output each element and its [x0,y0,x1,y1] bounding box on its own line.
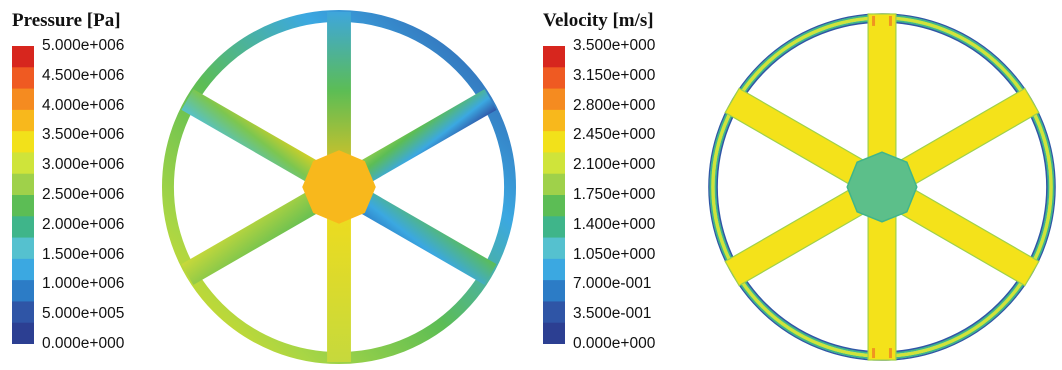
pressure-spoke-upper-left [181,89,345,198]
velocity-color-band [543,322,565,344]
pressure-spoke-top [327,11,351,187]
pressure-spoke-lower-right [333,176,497,285]
pressure-color-band [12,152,34,175]
velocity-color-band [543,109,565,132]
pressure-color-band [12,109,34,132]
pressure-spoke-bottom [327,187,351,363]
pressure-legend-tick-label: 3.500e+006 [42,126,125,144]
velocity-legend-tick-label: 7.000e-001 [573,275,652,293]
velocity-color-band [543,152,565,175]
pressure-spoke-lower-left [181,176,345,285]
pressure-color-band [12,301,34,324]
velocity-color-band [543,301,565,324]
pressure-legend-title: Pressure [Pa] [12,10,121,31]
velocity-color-band [543,216,565,239]
velocity-hub [846,151,918,223]
velocity-color-bar [543,46,565,344]
pressure-panel: Pressure [Pa] 5.000e+006 4.500e+006 4.000e… [12,9,517,365]
pressure-legend-tick-label: 1.000e+006 [42,275,125,293]
pressure-legend-tick-label: 5.000e+006 [42,37,125,54]
velocity-legend-tick-label: 2.450e+000 [573,126,656,144]
velocity-color-band [543,195,565,217]
pressure-color-band [12,46,34,68]
velocity-color-band [543,237,565,260]
velocity-color-band [543,258,565,281]
velocity-legend-title: Velocity [m/s] [543,10,654,31]
pressure-legend-tick-label: 0.000e+000 [42,335,125,352]
velocity-legend-tick-label: 3.500e+000 [573,37,656,54]
pressure-color-band [12,195,34,217]
velocity-legend-labels: 3.500e+000 3.150e+000 2.800e+000 2.450e+000… [573,37,713,352]
pressure-legend-tick-label: 4.500e+006 [42,66,125,84]
pressure-color-band [12,322,34,344]
velocity-legend-tick-label: 1.050e+000 [573,245,656,263]
velocity-legend-tick-label: 3.150e+000 [573,66,656,84]
pressure-spokes [181,11,497,363]
velocity-legend-tick-label: 2.100e+000 [573,156,656,174]
pressure-color-band [12,237,34,260]
pressure-legend-labels: 5.000e+006 4.500e+006 4.000e+006 3.500e+006… [42,37,182,352]
pressure-legend-tick-label: 1.500e+006 [42,245,125,263]
pressure-color-band [12,67,34,90]
velocity-color-band [543,131,565,154]
velocity-legend-tick-label: 0.000e+000 [573,335,656,352]
velocity-color-band [543,88,565,111]
pressure-hub [302,150,376,224]
pressure-legend-tick-label: 5.000e+005 [42,305,125,323]
velocity-panel: Velocity [m/s] 3.500e+000 3.150e+000 2.800… [531,0,1062,370]
velocity-wheel-contour [708,13,1056,361]
pressure-color-band [12,88,34,111]
velocity-legend-tick-label: 3.500e-001 [573,305,652,323]
velocity-color-band [543,46,565,68]
pressure-color-band [12,280,34,303]
pressure-legend-tick-label: 3.000e+006 [42,156,125,174]
velocity-legend-tick-label: 2.800e+000 [573,96,656,114]
velocity-color-band [543,173,565,196]
pressure-wheel-contour [161,9,517,365]
pressure-color-band [12,131,34,154]
pressure-color-band [12,216,34,239]
velocity-color-band [543,280,565,303]
velocity-color-band [543,67,565,90]
pressure-spoke-upper-right [333,89,497,198]
velocity-legend-tick-label: 1.750e+000 [573,186,656,203]
velocity-legend-tick-label: 1.400e+000 [573,215,656,233]
pressure-legend-tick-label: 2.000e+006 [42,215,125,233]
velocity-spoke-root-highlights [872,15,892,359]
pressure-color-bar [12,46,34,344]
pressure-legend-tick-label: 4.000e+006 [42,96,125,114]
pressure-color-band [12,173,34,196]
pressure-legend-tick-label: 2.500e+006 [42,186,125,203]
pressure-color-band [12,258,34,281]
